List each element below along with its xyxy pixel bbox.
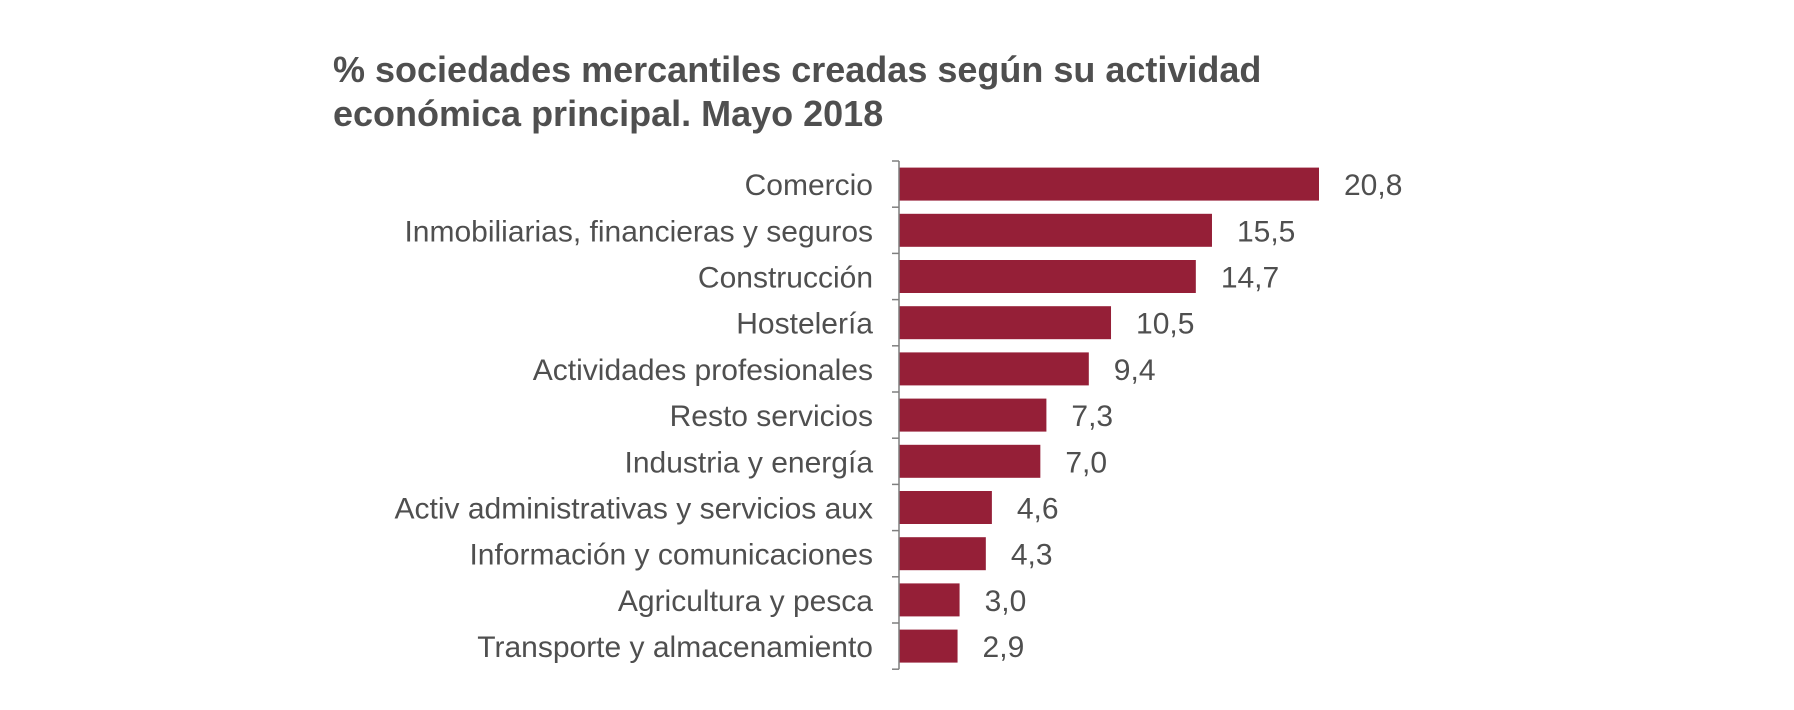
value-label: 4,6 (1017, 493, 1059, 526)
bar (899, 583, 960, 617)
value-label: 14,7 (1221, 262, 1279, 295)
bar (899, 352, 1089, 386)
category-labels-group: Comercio Inmobiliarias, financieras y seg… (395, 169, 874, 664)
bars-group (899, 167, 1319, 663)
y-axis (892, 160, 900, 670)
value-label: 9,4 (1114, 354, 1156, 387)
value-label: 4,3 (1011, 539, 1053, 572)
bar (899, 260, 1196, 293)
category-label: Transporte y almacenamiento (477, 631, 873, 664)
bar (899, 398, 1047, 432)
bar (899, 167, 1319, 201)
bar (899, 213, 1212, 247)
category-label: Hostelería (736, 308, 873, 341)
category-label: Resto servicios (670, 400, 873, 433)
bar (899, 306, 1112, 340)
value-label: 7,0 (1065, 446, 1107, 479)
category-label: Agricultura y pesca (618, 585, 873, 618)
bar (899, 629, 958, 663)
category-label: Construcción (698, 262, 873, 295)
category-label: Activ administrativas y servicios aux (395, 493, 873, 526)
value-label: 20,8 (1344, 169, 1402, 202)
bar (899, 491, 992, 524)
category-label: Industria y energía (625, 446, 874, 479)
value-label: 15,5 (1237, 215, 1295, 248)
bar (899, 444, 1041, 478)
category-label: Información y comunicaciones (469, 539, 873, 572)
category-label: Inmobiliarias, financieras y seguros (404, 215, 873, 248)
chart-title-line-2: económica principal. Mayo 2018 (333, 93, 883, 134)
category-label: Actividades profesionales (533, 354, 873, 387)
category-label: Comercio (745, 169, 873, 202)
chart-title-line-1: % sociedades mercantiles creadas según s… (333, 49, 1261, 90)
value-label: 10,5 (1136, 308, 1194, 341)
value-label: 2,9 (983, 631, 1025, 664)
value-label: 3,0 (985, 585, 1027, 618)
value-label: 7,3 (1071, 400, 1113, 433)
bar (899, 537, 986, 571)
value-labels-group: 20,8 15,5 14,7 10,5 9,47,3 7,04,6 4,3 3,0 2,9 (983, 169, 1403, 664)
